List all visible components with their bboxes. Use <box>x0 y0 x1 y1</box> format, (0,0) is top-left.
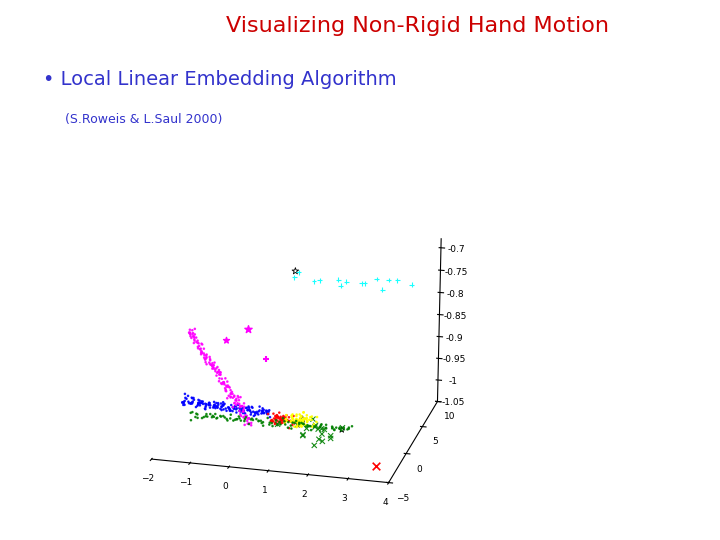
Text: • Local Linear Embedding Algorithm: • Local Linear Embedding Algorithm <box>43 70 397 89</box>
Text: (S.Roweis & L.Saul 2000): (S.Roweis & L.Saul 2000) <box>65 113 222 126</box>
Text: Visualizing Non-Rigid Hand Motion: Visualizing Non-Rigid Hand Motion <box>226 16 609 36</box>
